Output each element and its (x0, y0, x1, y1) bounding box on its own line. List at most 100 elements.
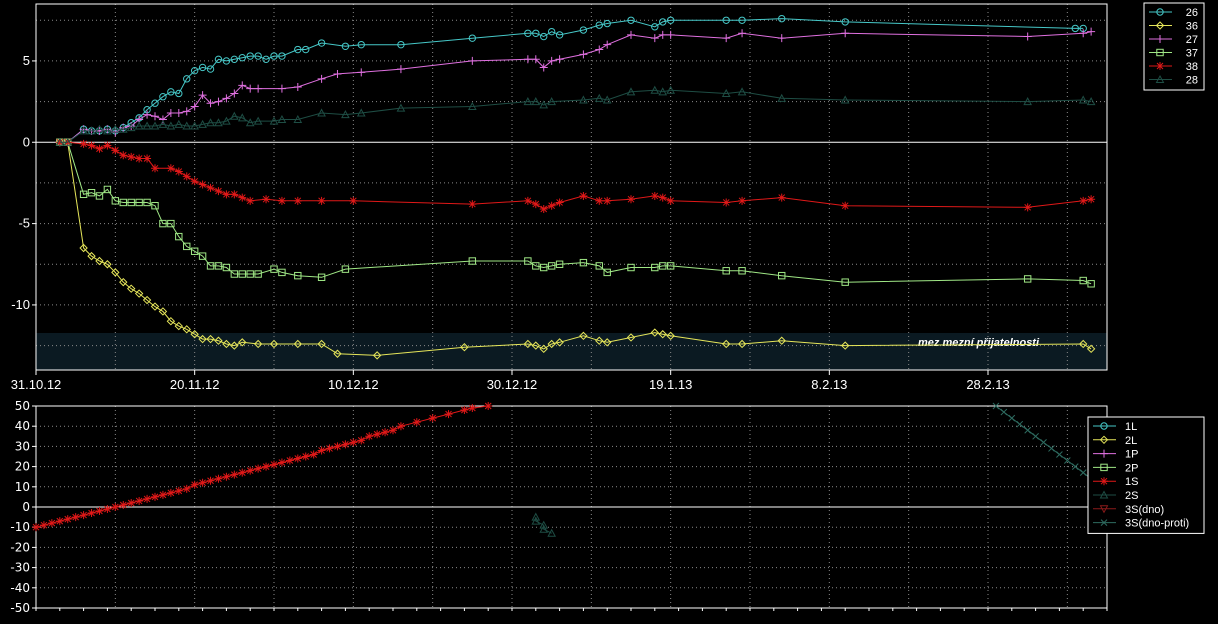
data-point (238, 270, 246, 278)
legend-label: 2L (1125, 435, 1137, 447)
legend-label: 38 (1186, 61, 1198, 73)
data-point (253, 339, 263, 349)
x-tick-label: 19.1.13 (649, 377, 692, 392)
data-point (158, 490, 167, 499)
data-point (222, 94, 231, 103)
data-point (254, 84, 263, 93)
data-point (650, 85, 660, 94)
data-point (738, 196, 747, 205)
data-point (127, 198, 135, 207)
data-point (841, 201, 850, 210)
y-tick-label: -20 (10, 540, 30, 554)
data-point (301, 452, 310, 461)
legend-marker (1100, 463, 1108, 472)
data-point (595, 196, 604, 205)
data-point (1086, 97, 1096, 106)
data-point (159, 93, 167, 101)
data-point (87, 141, 96, 150)
data-point (182, 107, 191, 116)
data-point (1087, 27, 1096, 36)
data-point (603, 19, 611, 28)
data-point (190, 102, 199, 111)
bottom-series-group (32, 402, 1111, 537)
data-point (229, 111, 239, 120)
data-point (722, 34, 731, 43)
data-point (190, 247, 199, 255)
data-point (127, 152, 136, 161)
data-point (595, 45, 604, 54)
data-point (198, 334, 207, 344)
data-point (579, 191, 588, 200)
top-chart: -10 -5 0 5 31.10.12 20.11.12 10.12.12 30.12.12… (11, 2, 1205, 392)
data-point (325, 444, 334, 453)
data-point (309, 450, 318, 459)
data-point (71, 513, 80, 522)
data-point (151, 202, 159, 210)
data-point (737, 339, 747, 349)
y-tick-label: -10 (10, 520, 30, 534)
data-point (55, 517, 64, 526)
data-point (183, 75, 191, 83)
data-point (175, 232, 183, 241)
data-point (198, 119, 207, 128)
data-point (841, 29, 850, 38)
legend-label: 1L (1125, 421, 1137, 433)
legend-marker (1099, 505, 1109, 514)
data-point (539, 524, 549, 533)
data-point (595, 262, 603, 270)
data-point (39, 521, 48, 530)
data-point (555, 260, 564, 268)
data-point (214, 118, 223, 127)
data-point (627, 16, 635, 24)
data-point (206, 262, 215, 270)
data-point (1071, 463, 1079, 470)
data-point (214, 336, 223, 345)
data-point (627, 30, 635, 39)
data-point (198, 252, 207, 260)
data-point (111, 197, 120, 205)
data-point (79, 511, 88, 520)
data-point (214, 55, 223, 64)
y-tick-label: 5 (23, 53, 30, 68)
legend-label: 1S (1125, 476, 1138, 488)
data-point (167, 88, 175, 96)
data-point (778, 14, 786, 23)
series-37 (56, 138, 1095, 288)
data-point (396, 103, 406, 112)
data-point (602, 95, 612, 104)
data-point (277, 114, 287, 123)
legend-marker (1100, 422, 1108, 430)
data-point (214, 97, 223, 106)
data-point (396, 422, 405, 431)
data-point (555, 55, 564, 64)
data-point (158, 307, 168, 316)
data-point (531, 512, 541, 521)
data-point (1048, 445, 1055, 452)
data-point (126, 284, 136, 293)
data-point (396, 65, 405, 74)
legend-label: 2S (1125, 490, 1138, 502)
legend-box (1143, 2, 1205, 91)
data-point (1032, 432, 1039, 440)
data-point (651, 263, 659, 272)
data-point (531, 55, 540, 64)
data-point (111, 268, 120, 277)
data-point (627, 195, 635, 204)
data-point (1023, 203, 1032, 212)
data-point (198, 180, 207, 189)
data-point (523, 196, 532, 205)
data-point (230, 270, 239, 278)
data-point (246, 196, 255, 205)
data-point (333, 69, 342, 78)
data-point (246, 52, 254, 60)
data-point (95, 144, 104, 153)
y-tick-label: 30 (15, 439, 30, 453)
data-point (158, 115, 167, 124)
data-point (230, 470, 239, 479)
data-point (87, 509, 96, 518)
data-point (1040, 439, 1047, 446)
data-point (532, 29, 540, 37)
data-point (357, 436, 366, 445)
data-point (32, 523, 40, 532)
data-point (603, 40, 612, 49)
